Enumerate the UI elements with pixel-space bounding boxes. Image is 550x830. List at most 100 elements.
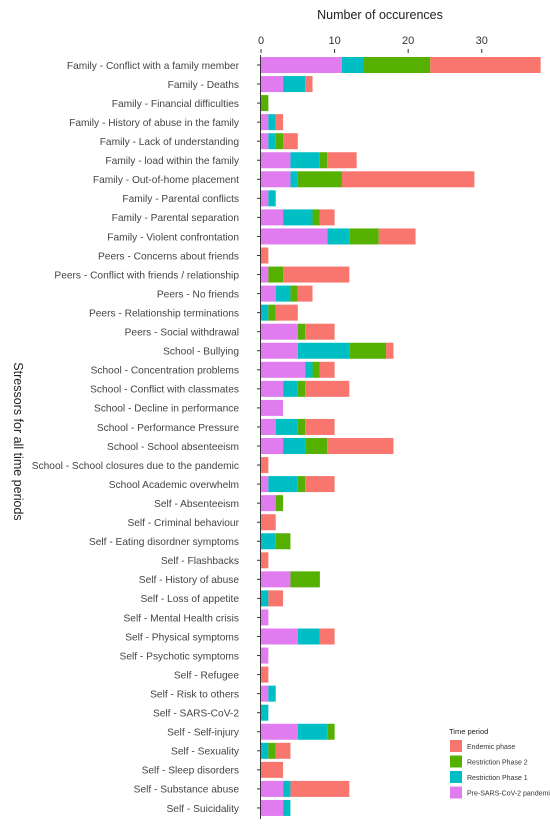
bar-segment: [290, 285, 298, 302]
bar-segment: [261, 361, 306, 378]
bar-segment: [261, 438, 284, 454]
bar-segment: [305, 476, 335, 493]
bar-segment: [386, 342, 394, 359]
bar-segment: [312, 361, 320, 378]
category-label: Family - Lack of understanding: [100, 137, 240, 148]
bar-segment: [261, 209, 284, 226]
bar-segment: [275, 533, 291, 550]
x-tick-label: 20: [402, 35, 414, 47]
bar-segment: [261, 647, 269, 664]
category-label: Family - History of abuse in the family: [69, 118, 240, 129]
legend-swatch: [450, 771, 462, 783]
bar-segment: [275, 304, 298, 321]
category-label: Self - History of abuse: [139, 575, 240, 586]
bar-segment: [261, 342, 298, 359]
bar-segment: [261, 95, 269, 112]
bar-segment: [261, 133, 269, 150]
bar-segment: [297, 723, 328, 740]
bar-segment: [261, 247, 269, 264]
x-tick-label: 10: [328, 35, 340, 47]
bar-segment: [305, 323, 335, 340]
category-label: Family - Violent confrontation: [107, 232, 239, 243]
bar-segment: [261, 590, 269, 607]
bar-segment: [268, 304, 276, 321]
category-label: School Academic overwhelm: [109, 480, 239, 491]
bar-segment: [275, 114, 284, 131]
category-label: School - Bullying: [163, 347, 239, 358]
bar-segment: [297, 342, 350, 359]
category-label: Peers - Relationship terminations: [89, 308, 239, 319]
legend-item-label: Restriction Phase 2: [467, 760, 528, 767]
category-label: Family - Financial difficulties: [112, 99, 239, 110]
category-label: Peers - Conflict with friends / relation…: [54, 270, 239, 281]
x-tick-label: 30: [476, 35, 488, 47]
bar-segment: [297, 323, 306, 340]
category-label: School - School closures due to the pand…: [32, 461, 239, 472]
category-label: School - Conflict with classmates: [90, 385, 239, 396]
bar-segment: [327, 228, 350, 245]
legend-swatch: [450, 755, 462, 768]
bar-segment: [305, 418, 335, 435]
category-label: Self - Substance abuse: [134, 785, 240, 796]
bar-segment: [261, 495, 276, 512]
category-label: Family - Parental separation: [112, 213, 239, 224]
bar-segment: [261, 704, 269, 721]
bar-segment: [261, 171, 291, 188]
legend-item-label: Pre-SARS-CoV-2 pandemic: [467, 791, 550, 798]
bar-segment: [261, 799, 284, 816]
category-label: Self - Self-injury: [167, 728, 240, 739]
bar-segment: [341, 57, 365, 73]
legend-swatch: [450, 786, 462, 799]
bar-segment: [261, 571, 291, 588]
category-label: Self - Flashbacks: [161, 556, 239, 567]
bar-segment: [268, 590, 284, 607]
bar-segment: [261, 666, 269, 683]
bar-segment: [327, 438, 394, 454]
bar-segment: [261, 380, 284, 397]
bar-segment: [290, 152, 320, 169]
bar-segment: [261, 533, 276, 550]
bar-segment: [430, 57, 541, 73]
legend-item-label: Restriction Phase 1: [467, 775, 528, 782]
category-label: Self - Physical symptoms: [125, 632, 239, 643]
legend-item-label: Endemic phase: [467, 744, 515, 751]
category-label: Self - Suicidality: [167, 804, 240, 815]
bar-segment: [261, 76, 284, 93]
category-label: Family - Deaths: [168, 80, 239, 91]
bar-segment: [283, 438, 306, 454]
bar-segment: [319, 152, 328, 169]
bar-segment: [364, 57, 431, 73]
bar-segment: [275, 742, 291, 759]
bar-segment: [297, 171, 342, 188]
bar-segment: [261, 323, 298, 340]
bar-segment: [268, 685, 276, 702]
bar-segment: [268, 190, 276, 207]
bar-segment: [319, 628, 335, 645]
bar-segment: [275, 495, 284, 512]
bar-segment: [275, 285, 291, 302]
bar-segment: [261, 761, 284, 778]
bar-segment: [327, 723, 335, 740]
bar-segment: [290, 571, 320, 588]
bar-segment: [261, 552, 269, 569]
bar-segment: [297, 380, 306, 397]
category-label: Self - Risk to others: [150, 689, 239, 700]
category-label: Self - Loss of appetite: [140, 594, 239, 605]
bar-segment: [297, 476, 306, 493]
category-label: School - Decline in performance: [94, 404, 239, 415]
category-label: Family - Parental conflicts: [122, 194, 239, 205]
bar-segment: [268, 266, 284, 283]
bar-segment: [305, 380, 350, 397]
bar-segment: [268, 476, 298, 493]
bar-segment: [261, 304, 269, 321]
bar-segment: [283, 799, 291, 816]
bar-segment: [305, 76, 313, 93]
category-label: School - Performance Pressure: [97, 423, 239, 434]
category-label: Self - Refugee: [174, 670, 239, 681]
bar-segment: [349, 342, 387, 359]
bar-segment: [305, 361, 313, 378]
bar-segment: [261, 114, 269, 131]
category-label: Peers - No friends: [157, 289, 239, 300]
